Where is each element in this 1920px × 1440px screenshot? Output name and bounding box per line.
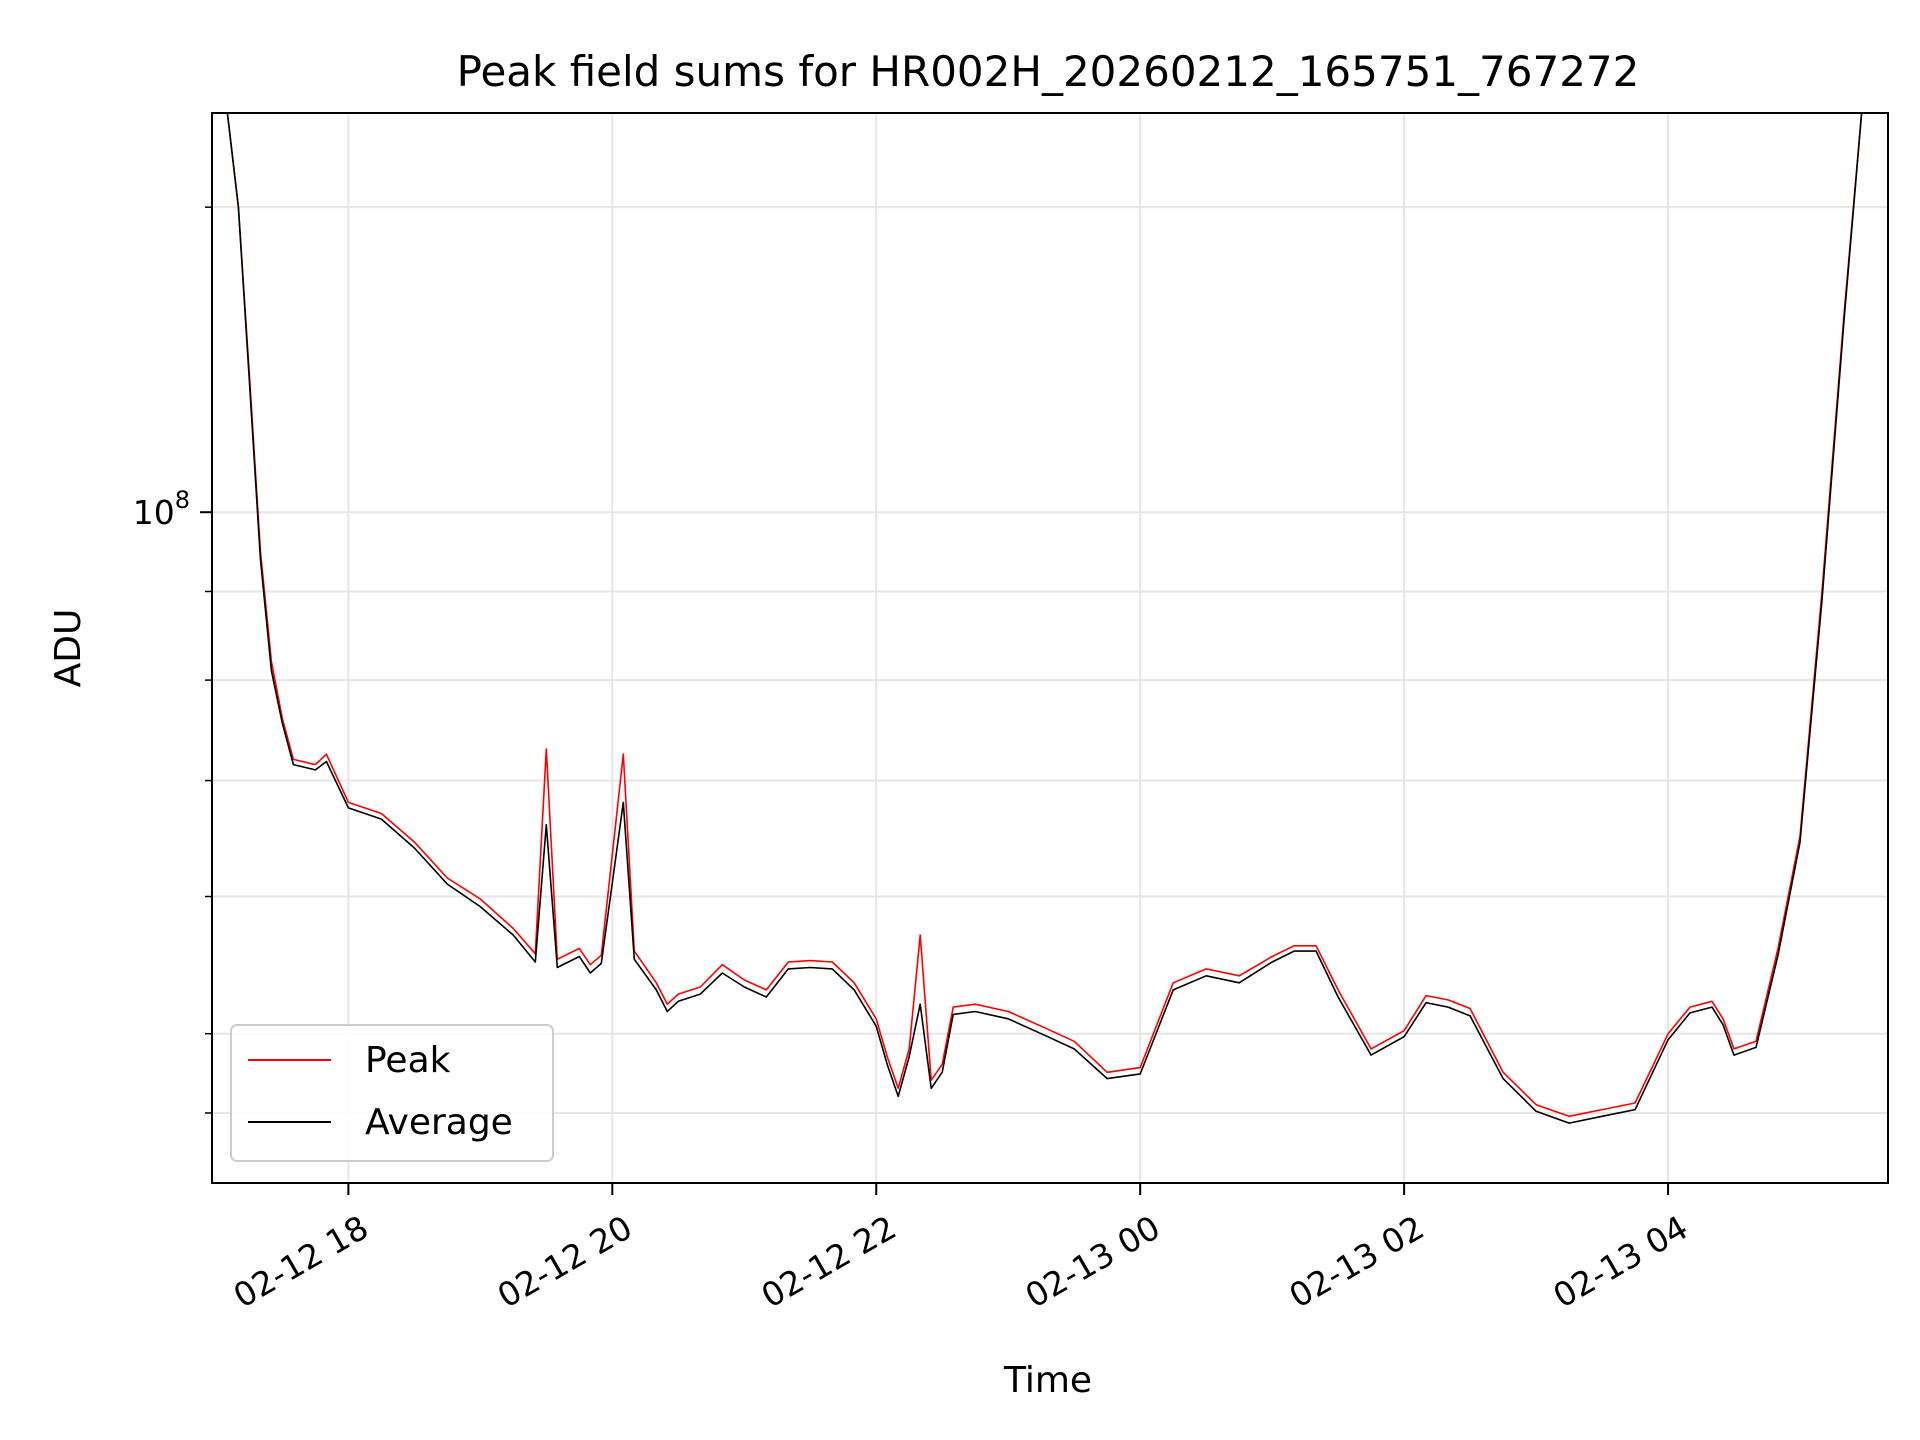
chart-title: Peak field sums for HR002H_20260212_1657… — [457, 47, 1640, 96]
y-tick-label-exponent: 8 — [175, 486, 190, 514]
series-layer — [226, 113, 1863, 1124]
y-axis-label: ADU — [48, 609, 89, 688]
series-line-peak — [226, 113, 1863, 1118]
y-tick-label: 108 — [133, 486, 190, 532]
legend-label-average: Average — [365, 1102, 513, 1143]
y-tick-label-base: 10 — [133, 493, 175, 532]
y-axis: 108 — [133, 206, 212, 1114]
x-axis-label: Time — [1003, 1360, 1092, 1401]
plot-area — [211, 112, 1889, 1184]
series-line-average — [226, 113, 1863, 1124]
grid — [212, 113, 1888, 1183]
legend-label-peak: Peak — [365, 1040, 451, 1081]
legend: Peak Average — [230, 1024, 554, 1162]
